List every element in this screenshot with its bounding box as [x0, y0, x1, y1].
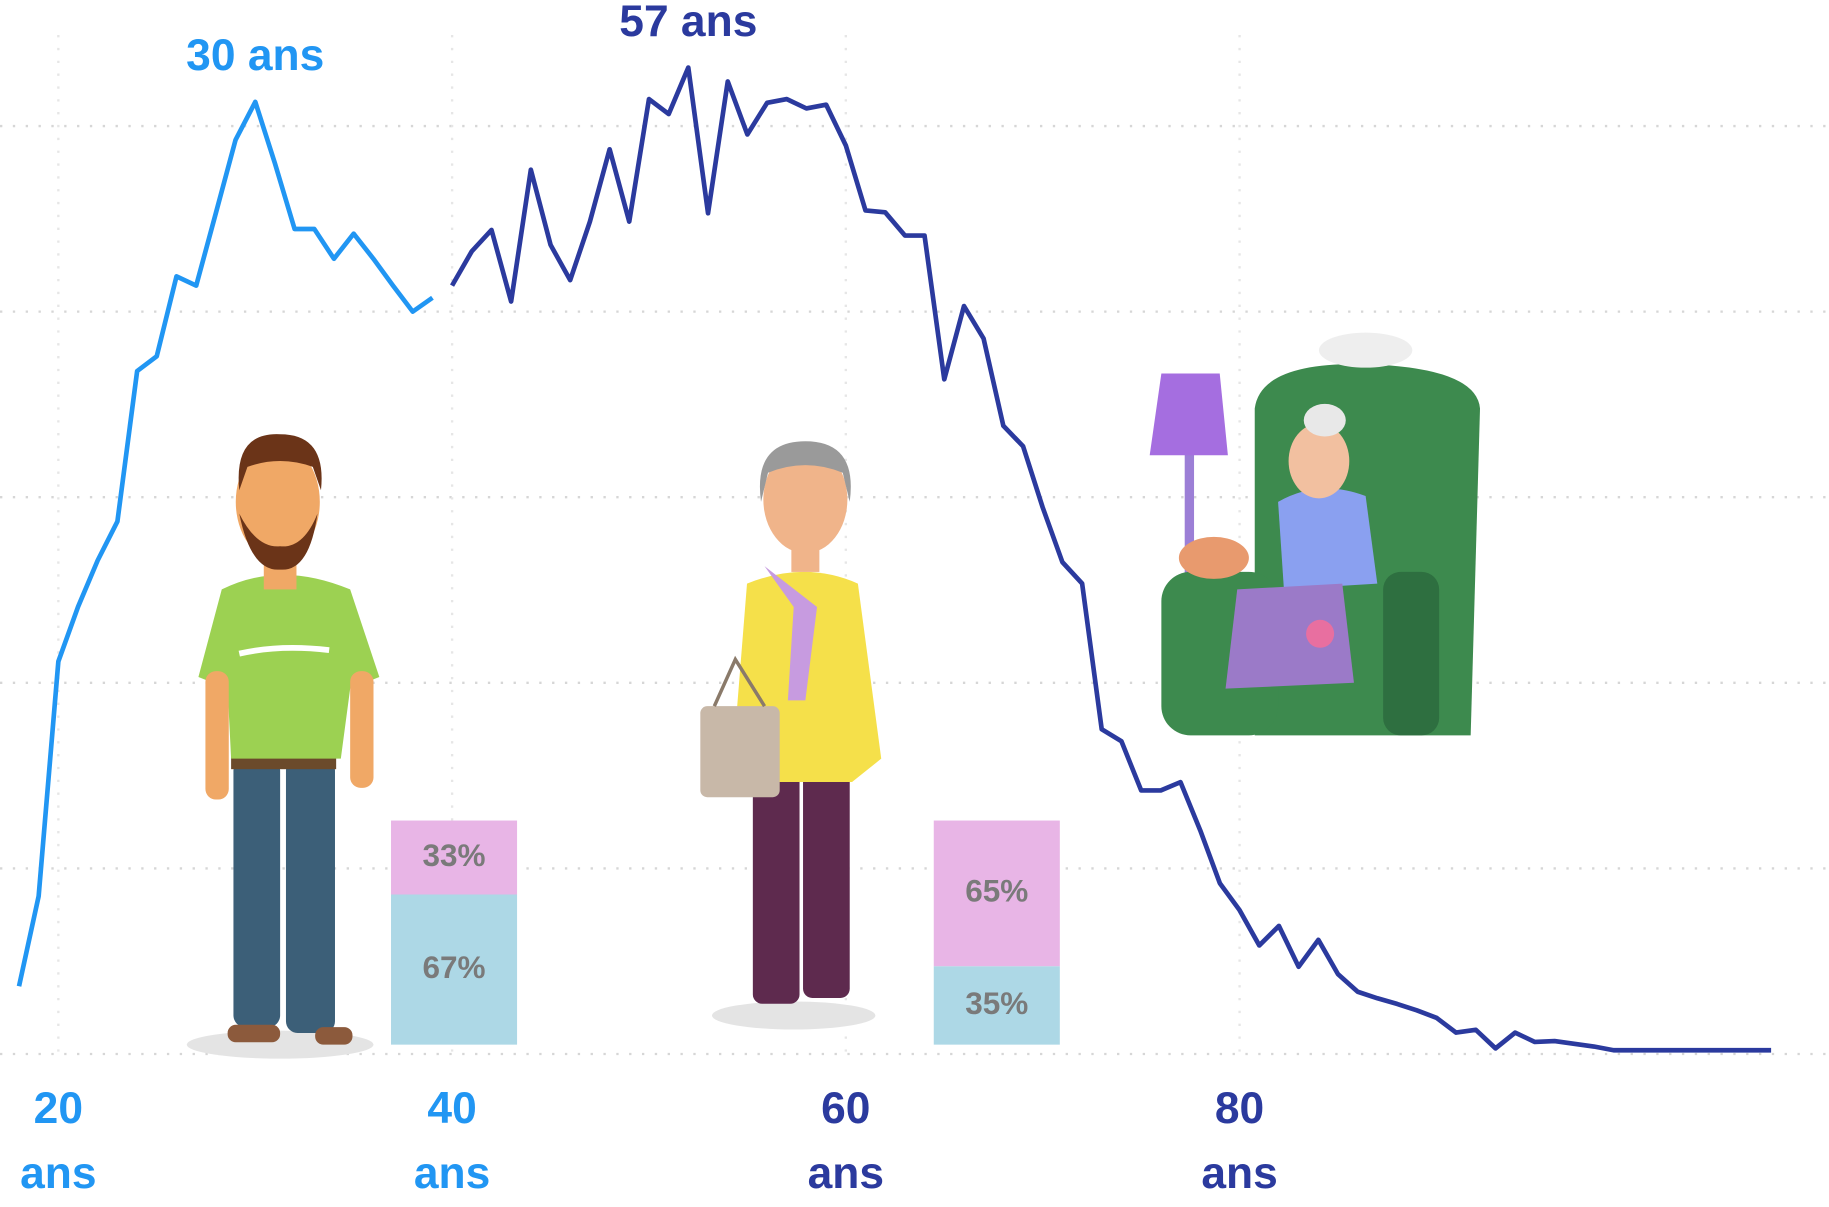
- young-man-illustration: [187, 434, 380, 1059]
- segment-label: 67%: [423, 949, 486, 985]
- x-tick-label: 80 ans: [1187, 1076, 1292, 1207]
- line-series: [19, 102, 432, 986]
- grandmother-illustration: [1150, 333, 1480, 736]
- peak-annotation: 57 ans: [572, 0, 805, 48]
- segment-label: 65%: [965, 873, 1028, 909]
- x-tick-label: 20 ans: [6, 1076, 111, 1207]
- infographic: 67%33%35%65% 20 ans40 ans60 ans80 ans30 …: [0, 0, 1829, 1202]
- chart: 67% 33% 35% 65%: [0, 0, 1829, 1202]
- x-tick-label: 40 ans: [400, 1076, 505, 1207]
- segment-label: 33%: [423, 837, 486, 873]
- woman-illustration: [700, 441, 881, 1029]
- peak-annotation: 30 ans: [138, 32, 371, 82]
- x-tick-label: 60 ans: [793, 1076, 898, 1207]
- segment-label: 35%: [965, 985, 1028, 1021]
- line-series: [452, 68, 1771, 1051]
